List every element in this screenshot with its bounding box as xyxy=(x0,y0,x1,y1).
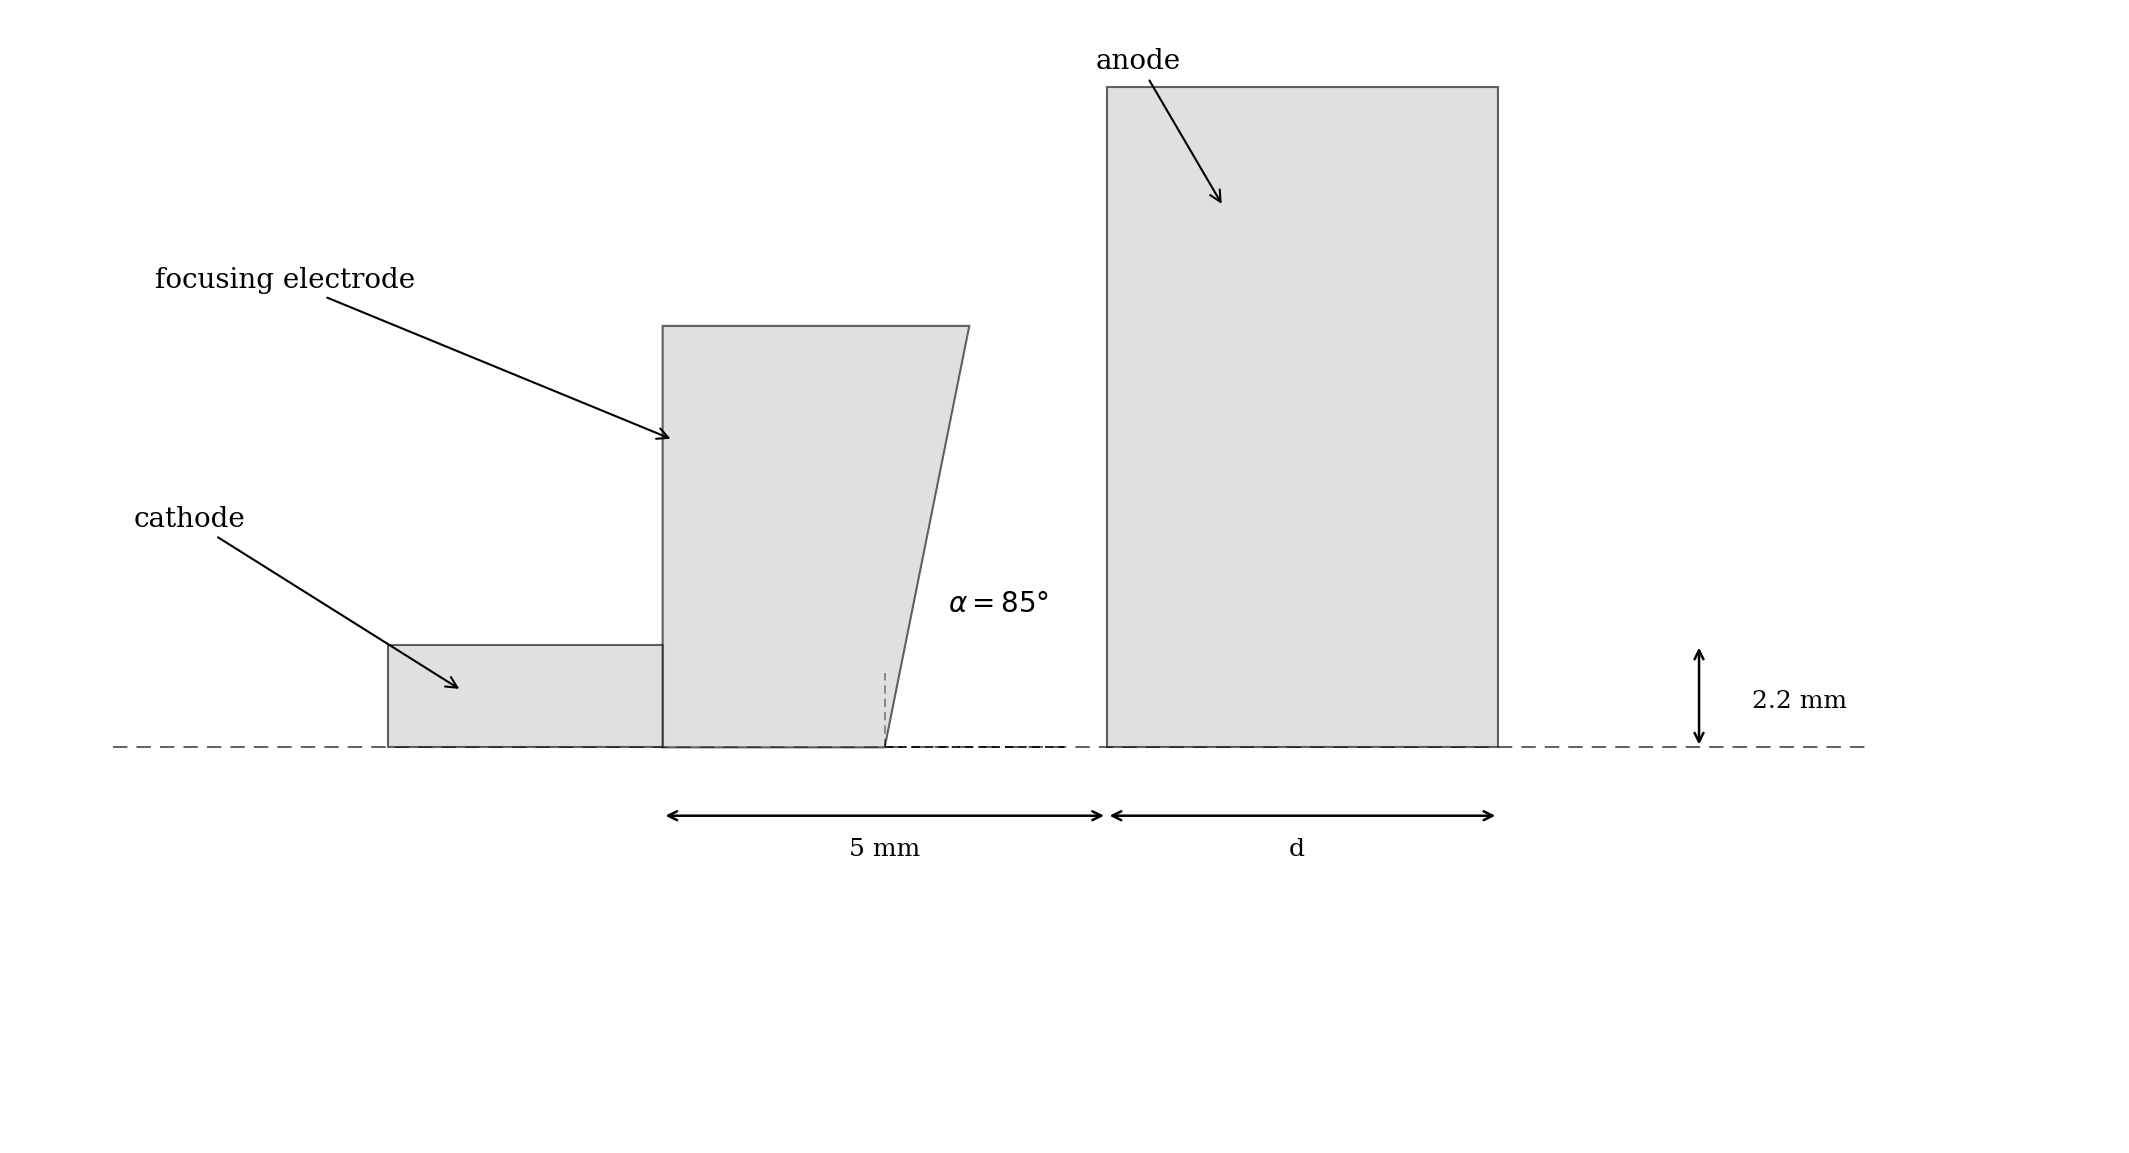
Bar xyxy=(1107,86,1499,747)
Text: $\alpha = 85°$: $\alpha = 85°$ xyxy=(947,591,1050,618)
Text: cathode: cathode xyxy=(134,506,458,687)
Text: d: d xyxy=(1290,838,1305,861)
Text: anode: anode xyxy=(1096,48,1220,202)
Bar xyxy=(387,645,662,747)
Polygon shape xyxy=(662,326,969,747)
Text: 2.2 mm: 2.2 mm xyxy=(1752,691,1848,714)
Text: focusing electrode: focusing electrode xyxy=(155,266,669,439)
Text: 5 mm: 5 mm xyxy=(849,838,920,861)
